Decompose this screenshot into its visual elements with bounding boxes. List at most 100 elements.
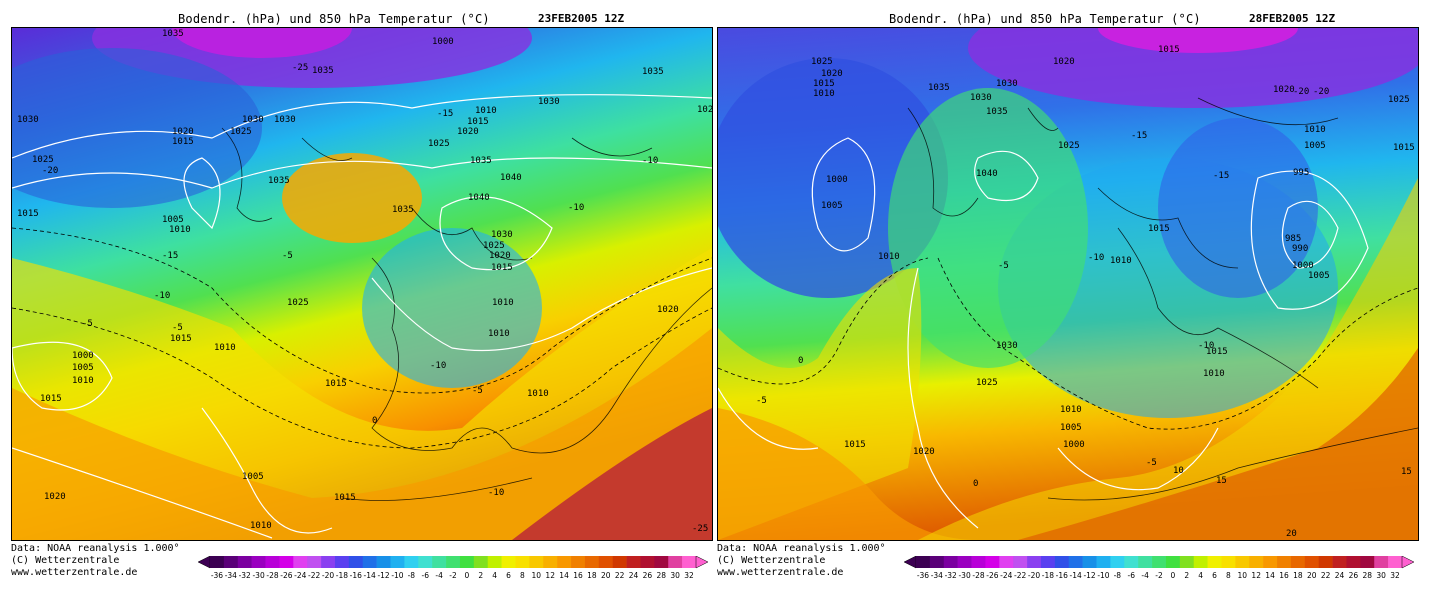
temperature-label: -15	[437, 109, 453, 119]
weather-map-canvas: 1035 1000 1035 1030 1025 1020 1015 1030 …	[12, 28, 712, 540]
colorbar-swatch	[1277, 556, 1292, 568]
colorbar-swatch	[459, 556, 475, 568]
colorbar-swatch	[985, 556, 1000, 568]
colorbar-tick-label: -28	[266, 571, 278, 580]
pressure-label: 1025	[428, 139, 450, 149]
colorbar-tick-label: -30	[252, 571, 264, 580]
colorbar-tick-label: -22	[1014, 571, 1026, 580]
colorbar-tick-label: -30	[958, 571, 970, 580]
temperature-label: -20	[1313, 87, 1329, 97]
colorbar-swatch	[1249, 556, 1264, 568]
colorbar-tick-label: 20	[1307, 571, 1317, 580]
colorbar-swatch	[1290, 556, 1306, 568]
pressure-label: 1020	[657, 305, 679, 315]
colorbar-swatch	[543, 556, 558, 568]
colorbar-swatch	[501, 556, 516, 568]
colorbar-tick-label: -16	[350, 571, 362, 580]
colorbar-swatch	[584, 556, 600, 568]
colorbar-swatch	[957, 556, 972, 568]
pressure-label: 1035	[470, 156, 492, 166]
colorbar-tick-label: -2	[1155, 571, 1163, 580]
pressure-label: 1000	[72, 351, 94, 361]
pressure-label: 1010	[527, 389, 549, 399]
colorbar-swatch	[390, 556, 405, 568]
pressure-label: 1030	[996, 79, 1018, 89]
colorbar-tick-label: 18	[1293, 571, 1303, 580]
colorbar-swatch	[1124, 556, 1139, 568]
pressure-label: 1010	[492, 298, 514, 308]
pressure-label: 1015	[844, 440, 866, 450]
pressure-label: 1000	[1063, 440, 1085, 450]
colorbar-tick-label: -6	[1127, 571, 1135, 580]
temperature-label: -10	[568, 203, 584, 213]
temperature-label: 0	[372, 416, 377, 426]
colorbar-swatch	[557, 556, 572, 568]
pressure-label: 1025	[32, 155, 54, 165]
temperature-labels: -20 -15 -10 -5 0 -5 -10 -15 -20 0 -5 10 …	[756, 87, 1412, 539]
temperature-label: -5	[82, 319, 93, 329]
pressure-label: 1035	[268, 176, 290, 186]
website-link: www.wetterzentrale.de	[717, 567, 844, 578]
temperature-label: -15	[1213, 171, 1229, 181]
colorbar-tick-label: 4	[1198, 571, 1203, 580]
hot-sector	[1018, 348, 1418, 540]
map-panel-left: Bodendr. (hPa) und 850 hPa Temperatur (°…	[8, 0, 713, 601]
temperature-label: -10	[1198, 341, 1214, 351]
temperature-label: -10	[488, 488, 504, 498]
pressure-label: 1015	[467, 117, 489, 127]
colorbar-tick-label: 32	[1390, 571, 1400, 580]
colorbar-tick-label: -12	[377, 571, 389, 580]
colorbar-swatch	[404, 556, 419, 568]
temperature-label: -10	[154, 291, 170, 301]
colorbar-swatch	[321, 556, 336, 568]
temperature-label: -10	[642, 156, 658, 166]
hot-sector	[512, 408, 712, 540]
colorbar-swatch	[668, 556, 683, 568]
pressure-label: 985	[1285, 234, 1301, 244]
temperature-labels: -25 -20 -15 -10 -5 -10 -5 -15 -10 -5 -10…	[42, 63, 708, 534]
pressure-label: 1010	[1203, 369, 1225, 379]
pressure-label: 1030	[491, 230, 513, 240]
pressure-labels: 1015 1025 1020 1015 1010 1035 1030 1035 …	[811, 45, 1415, 457]
colorbar-tick-label: 26	[1349, 571, 1359, 580]
colorbar-tick-label: 30	[1376, 571, 1386, 580]
colorbar-tick-label: 32	[684, 571, 694, 580]
temperature-label: -15	[1131, 131, 1147, 141]
pressure-label: 1040	[500, 173, 522, 183]
pressure-label: 1000	[432, 37, 454, 47]
panel-title: Bodendr. (hPa) und 850 hPa Temperatur (°…	[889, 12, 1201, 26]
weather-map: 1035 1000 1035 1030 1025 1020 1015 1030 …	[11, 27, 713, 541]
colorbar-tick-label: -4	[1141, 571, 1149, 580]
temperature-label: -20	[42, 166, 58, 176]
colorbar-tick-label: -18	[336, 571, 348, 580]
pressure-label: 1025	[811, 57, 833, 67]
colorbar-swatch	[223, 556, 239, 568]
pressure-label: 1005	[72, 363, 94, 373]
colorbar-swatch	[654, 556, 669, 568]
pressure-label: 1030	[17, 115, 39, 125]
colorbar-arrow-right	[695, 556, 708, 569]
warm-sector-south	[918, 178, 1418, 540]
pressure-label: 1015	[172, 137, 194, 147]
colorbar-tick-label: 30	[670, 571, 680, 580]
data-credit: Data: NOAA reanalysis 1.000° (C) Wetterz…	[11, 543, 180, 579]
pressure-label: 1010	[813, 89, 835, 99]
pressure-label: 1005	[1308, 271, 1330, 281]
temperature-label: -5	[756, 396, 767, 406]
temperature-label: -5	[472, 386, 483, 396]
pressure-labels: 1035 1000 1035 1030 1025 1020 1015 1030 …	[17, 29, 712, 531]
weather-map: 1015 1025 1020 1015 1010 1035 1030 1035 …	[717, 27, 1419, 541]
colorbar-swatch	[598, 556, 613, 568]
panel-title-row: Bodendr. (hPa) und 850 hPa Temperatur (°…	[714, 12, 1417, 28]
colorbar-tick-label: 8	[1226, 571, 1231, 580]
colorbar-tick-label: -8	[1114, 571, 1122, 580]
colorbar-swatch	[1388, 556, 1403, 568]
pressure-label: 1025	[1388, 95, 1410, 105]
pressure-label: 1035	[642, 67, 664, 77]
pressure-label: 1005	[821, 201, 843, 211]
coastlines	[221, 127, 712, 501]
colorbar-swatch	[1221, 556, 1236, 568]
colorbar-swatch	[473, 556, 489, 568]
pressure-label: 1005	[162, 215, 184, 225]
pressure-label: 1010	[878, 252, 900, 262]
